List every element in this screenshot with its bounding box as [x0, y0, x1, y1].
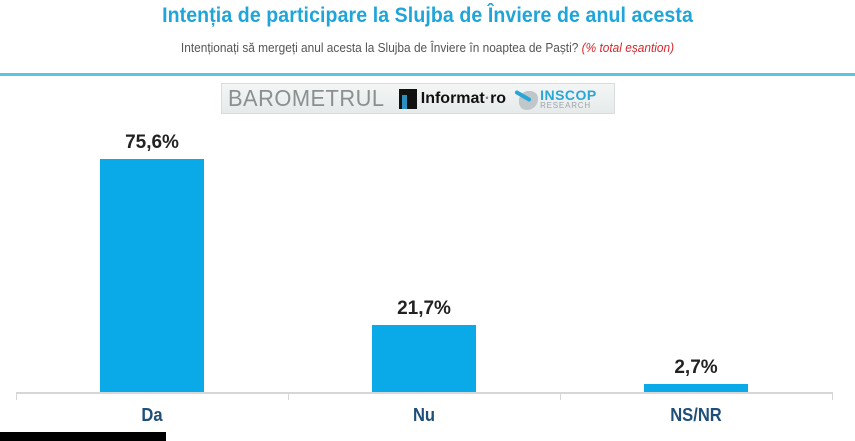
bar-value-label-nu: 21,7%	[397, 298, 451, 319]
category-label-nu: Nu	[412, 405, 436, 425]
informat-tld: ro	[490, 89, 507, 107]
inscop-subtitle: RESEARCH	[540, 100, 591, 110]
axis-tick	[288, 392, 289, 400]
subtitle-question: Intenționați să mergeți anul acesta la S…	[180, 41, 579, 55]
informat-logo-text: Informat·ro	[421, 90, 506, 108]
category-label-da: Da	[141, 405, 163, 425]
axis-tick	[16, 392, 17, 400]
informat-logo-icon	[398, 88, 417, 109]
bar-nsnr	[644, 384, 748, 392]
subtitle-note: (% total eșantion)	[581, 41, 675, 55]
category-label-nsnr: NS/NR	[670, 405, 722, 425]
axis-tick	[560, 392, 561, 400]
inscop-mark-icon	[516, 87, 539, 110]
axis-tick	[832, 392, 833, 400]
header-rule	[0, 73, 855, 76]
x-axis	[16, 392, 833, 394]
inscop-logo: INSCOP RESEARCH	[516, 87, 597, 110]
barometru-logo: BAROMETRUL	[228, 85, 385, 111]
bar-value-label-nsnr: 2,7%	[674, 357, 718, 378]
bar-da	[100, 159, 204, 392]
bar-nu	[372, 325, 476, 392]
chart-subtitle: Intenționați să mergeți anul acesta la S…	[21, 41, 833, 55]
chart-title: Intenția de participare la Slujba de Înv…	[162, 4, 693, 27]
informat-dot: ·	[484, 89, 491, 107]
logo-bar: BAROMETRUL Informat·ro INSCOP RESEARCH	[221, 83, 615, 114]
inscop-text: INSCOP RESEARCH	[540, 88, 597, 110]
inscop-name: INSCOP	[540, 86, 597, 103]
black-redaction-box	[0, 432, 166, 441]
informat-name: Informat	[420, 89, 485, 107]
bar-value-label-da: 75,6%	[125, 132, 179, 153]
